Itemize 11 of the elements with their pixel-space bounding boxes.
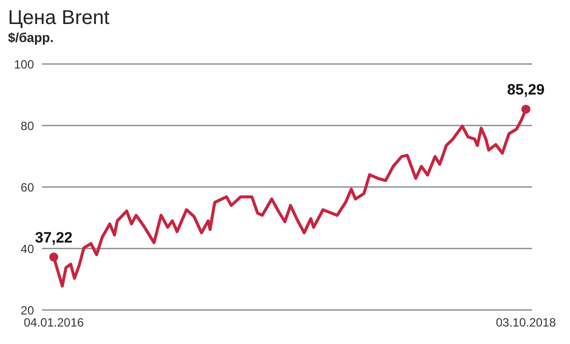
y-tick-label: 40 [20,242,34,256]
data-label: 85,29 [507,82,545,99]
y-tick-label: 20 [20,303,34,318]
chart-subtitle: $/барр. [8,30,55,46]
chart-title: Цена Brent [8,6,110,30]
y-tick-label: 60 [20,180,34,194]
x-tick-label: 03.10.2018 [496,316,556,330]
data-label: 37,22 [34,230,73,247]
y-tick-label: 80 [20,118,34,133]
y-tick-label: 100 [14,57,34,72]
x-tick-label: 04.01.2016 [24,316,84,330]
